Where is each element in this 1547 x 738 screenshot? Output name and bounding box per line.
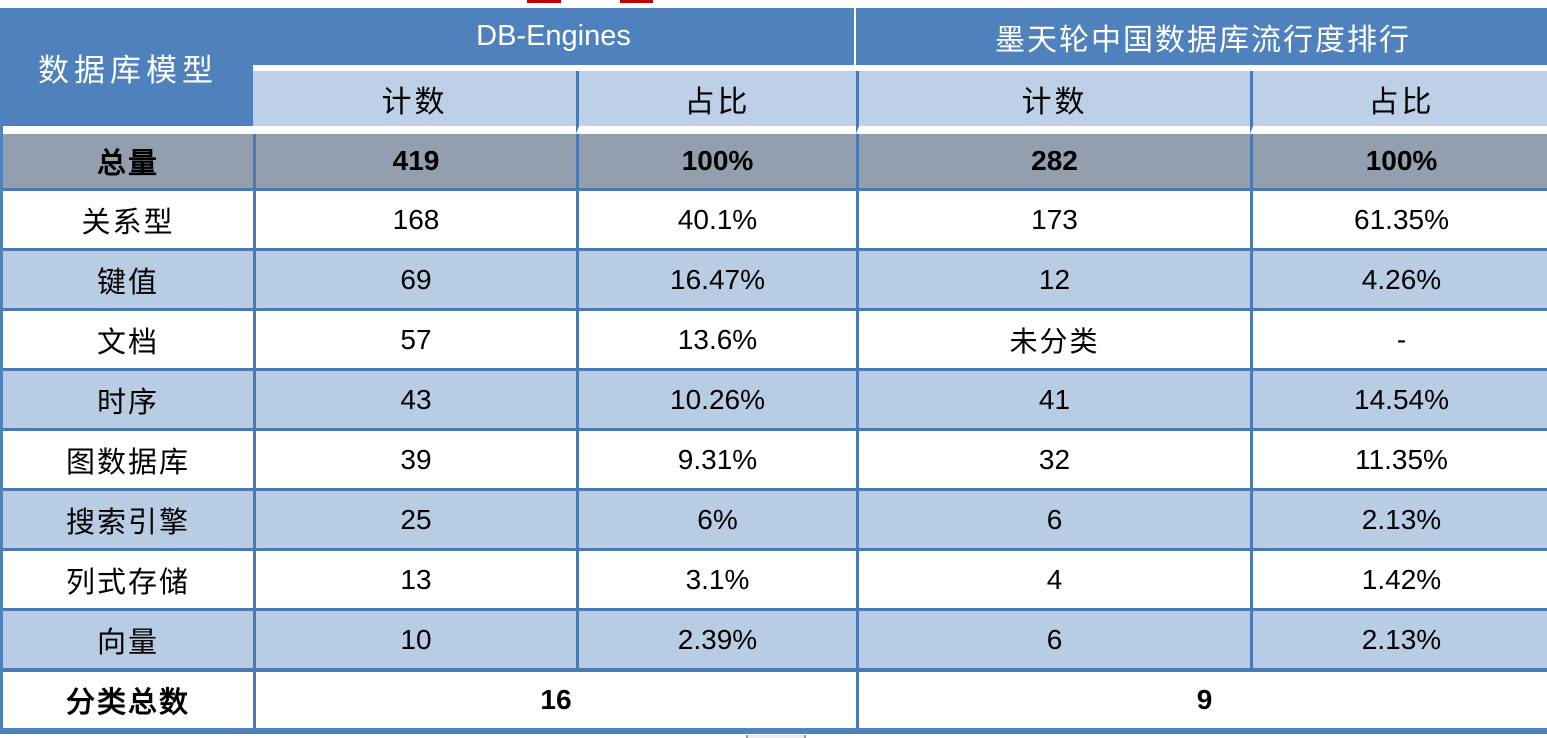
cell-value: 10.26% bbox=[576, 371, 856, 431]
cell-value: - bbox=[1250, 311, 1547, 371]
table-row: 列式存储 13 3.1% 4 1.42% bbox=[3, 551, 1547, 611]
sub-header-row: 计数 占比 计数 占比 bbox=[3, 71, 1547, 134]
cell-value: 32 bbox=[856, 431, 1250, 491]
row-label: 总量 bbox=[3, 134, 253, 191]
cell-value: 13.6% bbox=[576, 311, 856, 371]
table-row: 键值 69 16.47% 12 4.26% bbox=[3, 251, 1547, 311]
red-text-artifact bbox=[620, 0, 653, 3]
cell-value: 57 bbox=[253, 311, 576, 371]
cell-value: 40.1% bbox=[576, 191, 856, 251]
cell-value: 未分类 bbox=[856, 311, 1250, 371]
row-label: 列式存储 bbox=[3, 551, 253, 611]
cell-value: 13 bbox=[253, 551, 576, 611]
cell-value: 4 bbox=[856, 551, 1250, 611]
cell-value: 6% bbox=[576, 491, 856, 551]
cell-value: 6 bbox=[856, 491, 1250, 551]
cell-value: 25 bbox=[253, 491, 576, 551]
cell-value: 1.42% bbox=[1250, 551, 1547, 611]
table-row: 搜索引擎 25 6% 6 2.13% bbox=[3, 491, 1547, 551]
red-text-artifact bbox=[527, 0, 561, 3]
group-header-db-engines: DB-Engines bbox=[253, 8, 856, 71]
row-label: 时序 bbox=[3, 371, 253, 431]
cell-value: 69 bbox=[253, 251, 576, 311]
cell-value: 16.47% bbox=[576, 251, 856, 311]
cell-value: 173 bbox=[856, 191, 1250, 251]
subheader-dbengines-share: 占比 bbox=[576, 71, 856, 134]
cell-value: 100% bbox=[576, 134, 856, 191]
scrollbar-fragment bbox=[746, 735, 806, 738]
cell-value: 2.39% bbox=[576, 611, 856, 672]
cell-value: 16 bbox=[253, 672, 856, 728]
cell-value: 100% bbox=[1250, 134, 1547, 191]
cell-value: 9 bbox=[856, 672, 1547, 728]
cell-value: 2.13% bbox=[1250, 611, 1547, 672]
row-label: 键值 bbox=[3, 251, 253, 311]
cell-value: 41 bbox=[856, 371, 1250, 431]
cell-value: 9.31% bbox=[576, 431, 856, 491]
table-row: 向量 10 2.39% 6 2.13% bbox=[3, 611, 1547, 672]
cell-value: 61.35% bbox=[1250, 191, 1547, 251]
database-model-comparison-table: 数据库模型 DB-Engines 墨天轮中国数据库流行度排行 计数 占比 计数 … bbox=[0, 8, 1547, 734]
row-label: 关系型 bbox=[3, 191, 253, 251]
cropped-top-strip bbox=[0, 0, 1547, 8]
table-row: 文档 57 13.6% 未分类 - bbox=[3, 311, 1547, 371]
cell-value: 168 bbox=[253, 191, 576, 251]
cell-value: 10 bbox=[253, 611, 576, 672]
table-row: 图数据库 39 9.31% 32 11.35% bbox=[3, 431, 1547, 491]
subheader-modb-count: 计数 bbox=[856, 71, 1250, 134]
cell-value: 43 bbox=[253, 371, 576, 431]
corner-header-cell: 数据库模型 bbox=[3, 8, 253, 134]
cell-value: 14.54% bbox=[1250, 371, 1547, 431]
group-header-modb: 墨天轮中国数据库流行度排行 bbox=[856, 8, 1547, 71]
cell-value: 2.13% bbox=[1250, 491, 1547, 551]
row-label: 向量 bbox=[3, 611, 253, 672]
row-label: 图数据库 bbox=[3, 431, 253, 491]
subheader-modb-share: 占比 bbox=[1250, 71, 1547, 134]
table-row: 时序 43 10.26% 41 14.54% bbox=[3, 371, 1547, 431]
group-header-row: 数据库模型 DB-Engines 墨天轮中国数据库流行度排行 bbox=[3, 8, 1547, 134]
row-label: 搜索引擎 bbox=[3, 491, 253, 551]
category-count-row: 分类总数 16 9 bbox=[3, 672, 1547, 728]
cell-value: 4.26% bbox=[1250, 251, 1547, 311]
cell-value: 419 bbox=[253, 134, 576, 191]
cell-value: 12 bbox=[856, 251, 1250, 311]
table-row: 关系型 168 40.1% 173 61.35% bbox=[3, 191, 1547, 251]
cell-value: 11.35% bbox=[1250, 431, 1547, 491]
cell-value: 39 bbox=[253, 431, 576, 491]
cell-value: 282 bbox=[856, 134, 1250, 191]
total-row: 总量 419 100% 282 100% bbox=[3, 134, 1547, 191]
row-label: 分类总数 bbox=[3, 672, 253, 728]
cell-value: 3.1% bbox=[576, 551, 856, 611]
subheader-dbengines-count: 计数 bbox=[253, 71, 576, 134]
row-label: 文档 bbox=[3, 311, 253, 371]
cell-value: 6 bbox=[856, 611, 1250, 672]
cropped-bottom-strip bbox=[0, 734, 1547, 738]
